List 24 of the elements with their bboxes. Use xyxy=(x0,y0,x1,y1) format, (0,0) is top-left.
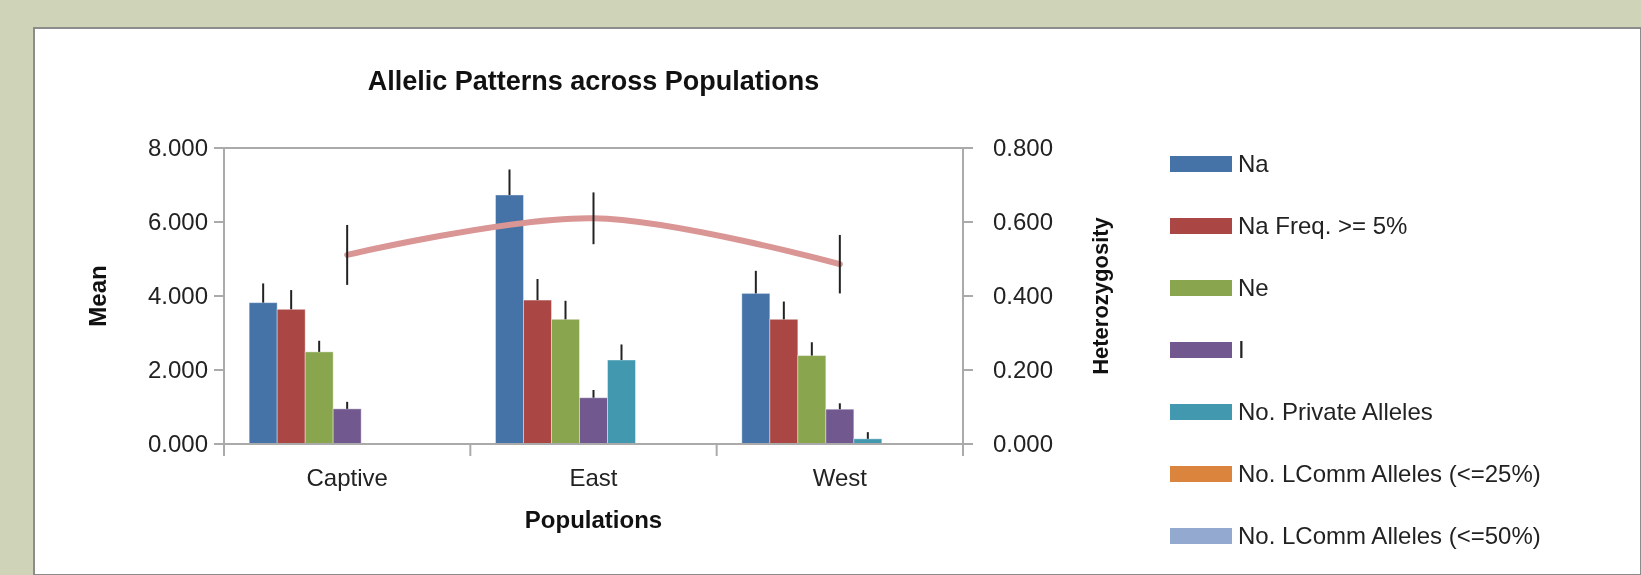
legend-label: I xyxy=(1238,336,1245,364)
y-tick-label: 8.000 xyxy=(147,134,208,162)
y2-axis-title: Heterozygosity xyxy=(1088,216,1113,375)
legend-label: Na xyxy=(1238,150,1270,178)
y2-tick-label: 0.400 xyxy=(993,282,1054,310)
y-axis-title: Mean xyxy=(84,265,111,327)
legend-label: Ne xyxy=(1238,274,1269,302)
legend-label: No. LComm Alleles (<=50%) xyxy=(1238,522,1541,550)
legend-label: No. Private Alleles xyxy=(1238,398,1433,426)
y-tick-label: 2.000 xyxy=(147,356,208,384)
y-tick-label: 6.000 xyxy=(147,208,208,236)
legend-label: No. LComm Alleles (<=25%) xyxy=(1238,460,1541,488)
chart-title: Allelic Patterns across Populations xyxy=(367,66,820,96)
y2-tick-label: 0.200 xyxy=(993,356,1054,384)
x-axis-title: Populations xyxy=(524,506,663,533)
y2-tick-label: 0.800 xyxy=(993,134,1054,162)
y-tick-label: 4.000 xyxy=(147,282,208,310)
y2-tick-label: 0.000 xyxy=(993,430,1054,458)
x-tick-label: West xyxy=(812,464,868,491)
y2-tick-label: 0.600 xyxy=(993,208,1054,236)
x-tick-label: East xyxy=(569,464,618,491)
legend-label: Na Freq. >= 5% xyxy=(1238,212,1408,240)
y-tick-label: 0.000 xyxy=(147,430,208,458)
x-tick-label: Captive xyxy=(306,464,388,491)
